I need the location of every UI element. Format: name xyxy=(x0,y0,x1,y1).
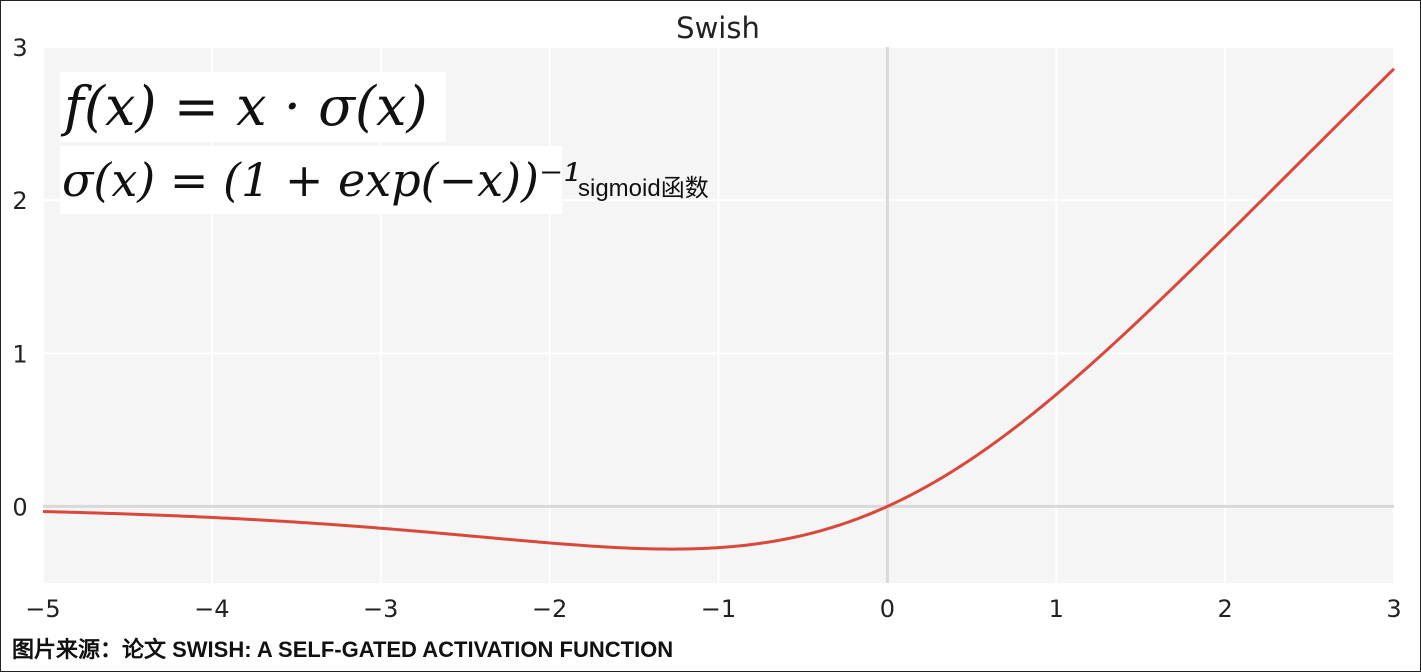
y-tick-label: 0 xyxy=(12,493,27,521)
y-tick-labels: 0 1 2 3 xyxy=(12,34,27,521)
x-tick-label: 1 xyxy=(1049,595,1064,623)
x-tick-labels: −5 −4 −3 −2 −1 0 1 2 3 xyxy=(25,595,1401,623)
y-tick-label: 1 xyxy=(12,340,27,368)
chart-title: Swish xyxy=(676,11,760,45)
sigmoid-formula: σ(x) = (1 + exp(−x))⁻¹ xyxy=(60,146,582,214)
source-caption: 图片来源：论文 SWISH: A SELF-GATED ACTIVATION F… xyxy=(12,637,674,662)
x-tick-label: −2 xyxy=(532,595,567,623)
y-tick-label: 2 xyxy=(12,187,27,215)
x-tick-label: −5 xyxy=(25,595,60,623)
x-tick-label: −3 xyxy=(363,595,398,623)
x-tick-label: −1 xyxy=(701,595,736,623)
x-tick-label: 3 xyxy=(1386,595,1401,623)
sigmoid-note: sigmoid函数 xyxy=(578,175,709,202)
zero-axis-lines xyxy=(43,47,1394,583)
swish-curve xyxy=(42,67,1396,551)
x-tick-label: 2 xyxy=(1217,595,1232,623)
x-tick-label: 0 xyxy=(880,595,895,623)
y-tick-label: 3 xyxy=(12,34,27,62)
swish-formula: f(x) = x · σ(x) xyxy=(60,72,446,142)
x-tick-label: −4 xyxy=(194,595,229,623)
